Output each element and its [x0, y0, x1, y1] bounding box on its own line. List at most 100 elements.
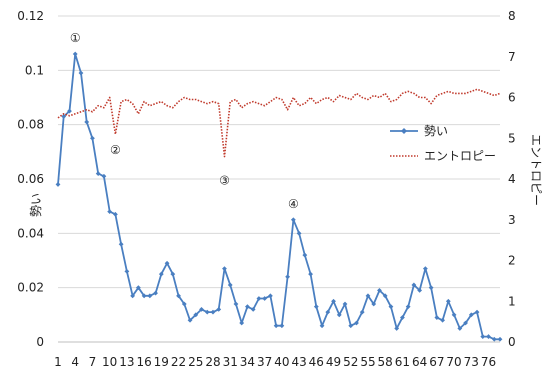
data-point: [239, 320, 245, 326]
data-point: [400, 315, 405, 320]
y-tick-label: 0.12: [17, 9, 44, 23]
data-point: [359, 309, 365, 315]
x-tick-label: 19: [154, 355, 169, 369]
y-tick-label: 0.04: [17, 226, 44, 240]
y2-tick-label: 4: [508, 172, 516, 186]
data-point: [457, 326, 463, 331]
data-point: [290, 217, 296, 223]
data-point: [491, 336, 497, 342]
y2-tick-label: 1: [508, 294, 516, 308]
y-tick-label: 0.02: [17, 281, 44, 295]
data-point: [428, 285, 434, 291]
y2-tick-label: 2: [508, 254, 516, 268]
y-tick-label: 0.08: [17, 118, 44, 132]
data-point: [331, 298, 336, 304]
y-axis-left: 0 0.02 0.04 0.06 0.08 0.1 0.12: [17, 9, 44, 349]
data-point: [84, 119, 90, 125]
data-point: [147, 293, 153, 299]
data-point: [95, 171, 101, 176]
series-line: [57, 53, 500, 341]
data-point: [308, 271, 313, 277]
data-point: [124, 268, 130, 274]
data-point: [210, 309, 216, 315]
x-tick-label: 61: [395, 355, 410, 369]
y2-tick-label: 5: [508, 131, 516, 145]
data-point: [204, 309, 210, 315]
data-point: [325, 309, 331, 315]
y-axis-right: 0 1 2 3 4 5 6 7 8: [508, 9, 516, 349]
data-point: [342, 301, 348, 307]
y2-tick-label: 6: [508, 91, 516, 105]
y2-tick-label: 0: [508, 335, 516, 349]
data-point: [417, 287, 423, 293]
data-point: [113, 211, 118, 217]
data-point: [55, 182, 61, 187]
data-point: [101, 173, 107, 179]
x-tick-label: 49: [326, 355, 341, 369]
annotation-label: ①: [70, 31, 81, 45]
data-point: [388, 304, 394, 310]
data-point: [336, 312, 342, 318]
data-point: [273, 323, 279, 329]
x-tick-label: 76: [481, 355, 496, 369]
data-point: [313, 304, 319, 310]
y-axis-label: 勢い: [28, 193, 43, 217]
annotation-label: ②: [110, 143, 121, 157]
annotations: ① ② ③ ④: [70, 31, 299, 211]
x-tick-label: 73: [464, 355, 479, 369]
x-tick-label: 46: [309, 355, 324, 369]
data-point: [67, 108, 72, 114]
data-point: [468, 312, 474, 318]
x-tick-label: 16: [136, 355, 151, 369]
data-point: [170, 271, 176, 277]
data-point: [245, 304, 250, 310]
data-point: [451, 312, 457, 318]
data-point: [158, 271, 164, 277]
data-point: [440, 317, 445, 323]
x-tick-label: 4: [71, 355, 79, 369]
x-tick-label: 64: [412, 355, 427, 369]
data-point: [90, 135, 95, 141]
data-point: [371, 301, 377, 307]
y-tick-label: 0.06: [17, 172, 44, 186]
data-point: [382, 293, 388, 299]
x-tick-label: 7: [89, 355, 97, 369]
x-tick-label: 31: [223, 355, 238, 369]
data-point: [78, 70, 84, 76]
data-point: [181, 301, 187, 307]
data-point: [72, 51, 78, 57]
x-tick-label: 58: [378, 355, 393, 369]
y-tick-label: 0: [36, 335, 44, 349]
x-axis: 1 4 7 10 13 16 19 22 25 28 31 34 37 40 43 46 49 52 55 58 61 6…: [54, 341, 500, 369]
data-point: [135, 285, 141, 291]
data-point: [250, 307, 256, 312]
data-point: [463, 320, 468, 326]
data-point: [279, 323, 285, 329]
data-point: [296, 230, 302, 236]
data-point: [153, 290, 158, 296]
x-tick-label: 43: [291, 355, 306, 369]
data-point: [187, 317, 193, 323]
x-tick-label: 25: [188, 355, 203, 369]
y2-tick-label: 3: [508, 213, 516, 227]
legend-entry-label: エントロピー: [424, 149, 496, 163]
x-tick-label: 55: [360, 355, 375, 369]
annotation-label: ③: [219, 174, 230, 188]
x-tick-label: 10: [102, 355, 117, 369]
y2-tick-label: 8: [508, 9, 516, 23]
data-point: [199, 307, 204, 312]
x-tick-label: 70: [446, 355, 461, 369]
data-point: [348, 323, 354, 329]
data-point: [118, 241, 124, 247]
x-tick-label: 22: [171, 355, 186, 369]
data-point: [130, 293, 136, 299]
y-tick-label: 0.1: [25, 63, 44, 77]
data-point: [445, 298, 451, 304]
data-point: [227, 282, 233, 288]
gridlines: [58, 15, 500, 343]
data-point: [107, 209, 113, 214]
y2-tick-label: 7: [508, 50, 516, 64]
